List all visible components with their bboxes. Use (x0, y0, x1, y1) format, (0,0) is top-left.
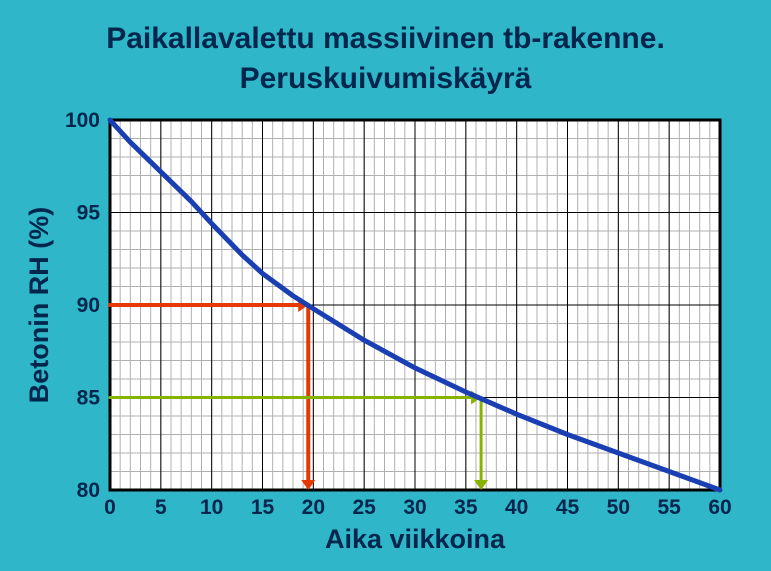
x-tick: 5 (155, 496, 167, 519)
x-tick: 40 (505, 496, 528, 519)
y-axis-label: Betonin RH (%) (24, 207, 54, 403)
y-tick: 80 (77, 479, 100, 502)
x-tick: 45 (556, 496, 580, 519)
y-tick: 95 (77, 202, 101, 225)
x-axis-label: Aika viikkoina (325, 524, 506, 554)
x-tick: 55 (657, 496, 681, 519)
y-tick: 90 (77, 294, 100, 317)
x-tick: 20 (302, 496, 325, 519)
chart-svg: Paikallavalettu massiivinen tb-rakenne. P… (0, 0, 771, 571)
x-tick: 15 (251, 496, 275, 519)
x-tick: 35 (454, 496, 478, 519)
y-tick: 85 (77, 387, 101, 410)
x-tick: 30 (403, 496, 426, 519)
x-tick: 60 (708, 496, 731, 519)
title-line1: Paikallavalettu massiivinen tb-rakenne. (106, 22, 665, 55)
x-tick: 50 (607, 496, 630, 519)
chart-stage: Paikallavalettu massiivinen tb-rakenne. P… (0, 0, 771, 571)
title-line2: Peruskuivumiskäyrä (240, 62, 532, 95)
x-tick: 25 (352, 496, 376, 519)
y-tick: 100 (65, 109, 100, 132)
x-tick: 0 (104, 496, 116, 519)
x-tick: 10 (200, 496, 223, 519)
